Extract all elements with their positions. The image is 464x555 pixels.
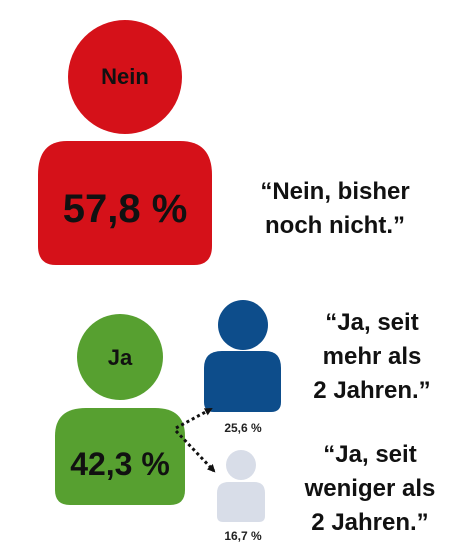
quote-nein-line-1: “Nein, bisher (260, 178, 410, 205)
person-nein (38, 20, 212, 265)
quote-nein: “Nein, bisher noch nicht.” (240, 175, 430, 243)
quote-ja-long-line-3: 2 Jahren.” (313, 377, 431, 404)
person-ja-short (217, 450, 265, 522)
person-ja-short-head (226, 450, 256, 480)
person-nein-body (38, 141, 212, 265)
label-ja: Ja (107, 345, 133, 370)
person-ja (55, 314, 185, 505)
value-ja-short: 16,7 % (224, 529, 262, 543)
label-nein: Nein (101, 64, 149, 89)
person-ja-long-head (218, 300, 268, 350)
person-ja-long-body (204, 351, 281, 412)
quote-ja-short: “Ja, seit weniger als 2 Jahren.” (285, 438, 455, 540)
value-nein: 57,8 % (62, 187, 188, 231)
person-ja-short-body (217, 482, 265, 522)
value-ja-long: 25,6 % (224, 421, 262, 435)
quote-ja-long: “Ja, seit mehr als 2 Jahren.” (292, 306, 452, 408)
arrow-to-long (175, 407, 213, 430)
quote-ja-short-line-3: 2 Jahren.” (311, 509, 429, 536)
quote-ja-short-line-1: “Ja, seit (323, 441, 417, 468)
person-ja-body (55, 408, 185, 505)
person-ja-long (204, 300, 281, 412)
quote-ja-short-line-2: weniger als (304, 475, 436, 502)
person-ja-head (77, 314, 163, 400)
quote-ja-long-line-1: “Ja, seit (325, 309, 419, 336)
quote-ja-long-line-2: mehr als (322, 343, 422, 370)
person-nein-head (68, 20, 182, 134)
quote-nein-line-2: noch nicht.” (265, 212, 405, 239)
value-ja: 42,3 % (70, 446, 170, 482)
